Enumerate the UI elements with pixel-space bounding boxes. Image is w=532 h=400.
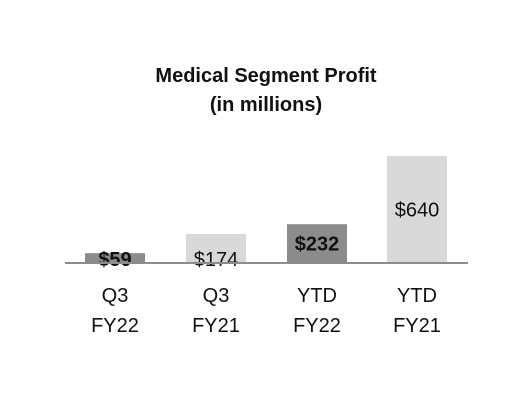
- bar-4: [387, 156, 447, 263]
- value-label-1: $59: [98, 249, 131, 271]
- chart-title: Medical Segment Profit (in millions): [0, 62, 532, 120]
- value-label-4: $640: [395, 200, 440, 222]
- category-label-2-line-1: Q3: [203, 285, 230, 307]
- category-label-4-line-2: FY21: [393, 315, 441, 337]
- chart-subtitle: (in millions): [209, 94, 323, 116]
- category-label-1-line-2: FY22: [91, 315, 139, 337]
- value-label-2: $174: [194, 249, 239, 271]
- category-label-3-line-2: FY22: [293, 315, 341, 337]
- category-label-2-line-2: FY21: [192, 315, 240, 337]
- bar-3: [287, 224, 347, 263]
- category-label-4-line-1: YTD: [397, 285, 437, 307]
- value-label-3: $232: [295, 234, 340, 256]
- category-label-1-line-1: Q3: [102, 285, 129, 307]
- category-label-3-line-1: YTD: [297, 285, 337, 307]
- bar-2: [186, 233, 246, 263]
- bar-1: [85, 253, 145, 263]
- chart-title-line-1: Medical Segment Profit: [155, 65, 377, 87]
